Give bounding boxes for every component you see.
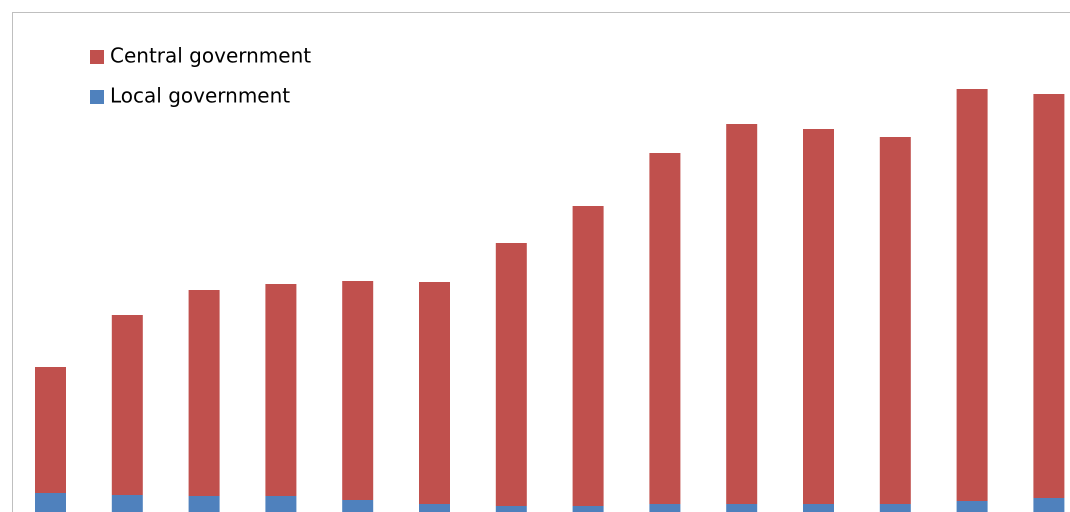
bar-segment [111, 315, 143, 495]
bar-segment [726, 124, 758, 504]
bar-segment [495, 243, 527, 506]
bar-segment [342, 281, 374, 500]
bar-segment [572, 206, 604, 506]
bar-segment [649, 153, 681, 504]
bar-segment [956, 501, 988, 512]
chart-border [12, 12, 1070, 512]
bar-segment [188, 290, 220, 496]
legend-label: Local government [110, 84, 290, 108]
bar-segment [1033, 498, 1065, 512]
bar-segment [111, 495, 143, 512]
bar-segment [803, 129, 834, 504]
bar-segment [572, 506, 604, 512]
bar-segment [1033, 94, 1065, 498]
bar-segment [35, 493, 66, 512]
bar-segment [265, 284, 297, 496]
legend-swatch [90, 50, 104, 64]
bar-segment [879, 137, 911, 504]
bar-segment [956, 89, 988, 501]
legend-swatch [90, 90, 104, 104]
bar-segment [649, 504, 681, 512]
bar-segment [419, 504, 450, 512]
bar-segment [495, 506, 527, 512]
bar-segment [265, 496, 297, 512]
bar-segment [342, 500, 374, 512]
bar-segment [803, 504, 834, 512]
bar-segment [419, 282, 450, 504]
bar-segment [879, 504, 911, 512]
bar-segment [35, 367, 66, 493]
bar-segment [188, 496, 220, 512]
bar-segment [726, 504, 758, 512]
legend-label: Central government [110, 44, 311, 68]
